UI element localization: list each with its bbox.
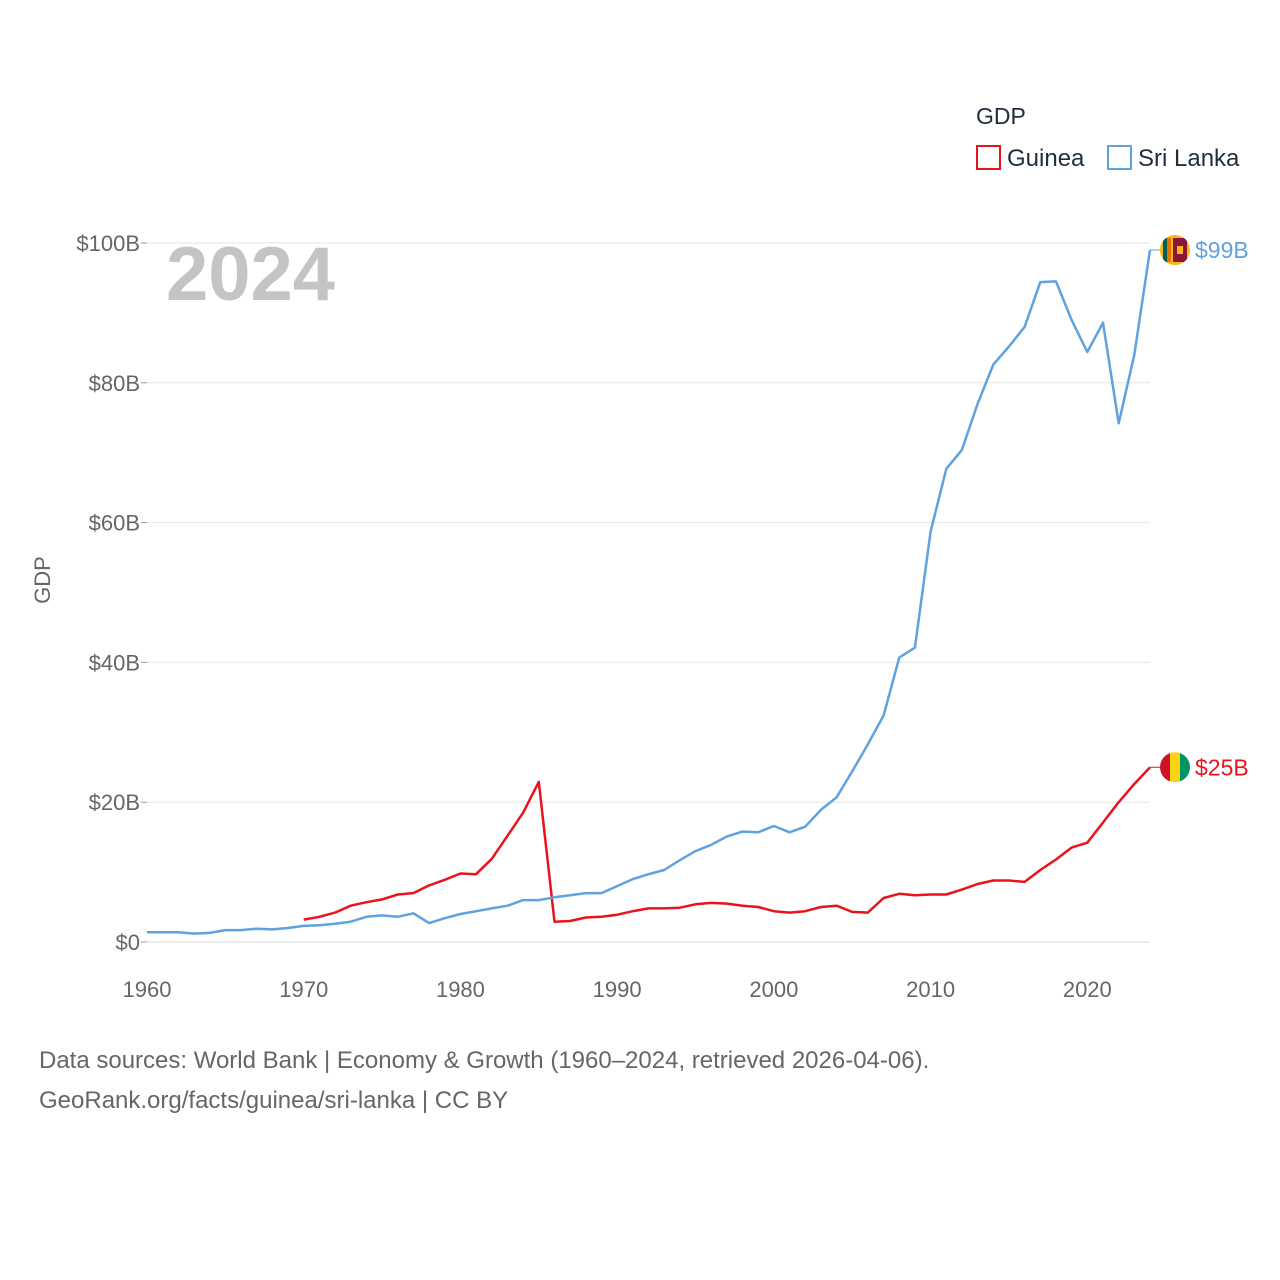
- y-axis-title: GDP: [30, 556, 55, 604]
- end-label-guinea: $25B: [1195, 754, 1249, 780]
- series-line-guinea[interactable]: [303, 766, 1151, 923]
- y-tick-label: $40B: [89, 650, 140, 675]
- grid-lines: [147, 242, 1150, 943]
- legend-label-sri-lanka[interactable]: Sri Lanka: [1138, 145, 1240, 172]
- end-label-sri-lanka: $99B: [1195, 237, 1249, 263]
- y-axis: $0 $20B $40B $60B $80B $100B: [76, 231, 147, 955]
- year-label: 2024: [166, 232, 335, 317]
- legend-label-guinea[interactable]: Guinea: [1007, 145, 1085, 172]
- footer-sources: Data sources: World Bank | Economy & Gro…: [39, 1047, 930, 1074]
- y-tick-label: $20B: [89, 790, 140, 815]
- guinea-flag-icon: [1160, 752, 1190, 783]
- sri-lanka-flag-icon: [1160, 234, 1190, 265]
- legend-title: GDP: [976, 103, 1026, 129]
- gdp-line-chart: $0 $20B $40B $60B $80B $100B 1960 1970 1980 1990…: [30, 103, 1249, 1002]
- y-tick-label: $100B: [76, 231, 140, 256]
- footer: Data sources: World Bank | Economy & Gro…: [39, 1041, 929, 1121]
- legend[interactable]: GDP Guinea Sri Lanka: [976, 103, 1240, 172]
- x-tick-label: 1970: [279, 977, 328, 1002]
- x-tick-label: 1980: [436, 977, 485, 1002]
- y-tick-label: $60B: [89, 511, 140, 536]
- x-tick-label: 2000: [749, 977, 798, 1002]
- x-tick-label: 1990: [593, 977, 642, 1002]
- series-line-sri-lanka[interactable]: [147, 249, 1152, 935]
- x-tick-label: 1960: [123, 977, 172, 1002]
- y-tick-label: $0: [116, 930, 140, 955]
- y-tick-label: $80B: [89, 371, 140, 396]
- x-axis: 1960 1970 1980 1990 2000 2010 2020: [123, 941, 1150, 1002]
- legend-swatch-guinea[interactable]: [976, 145, 1001, 170]
- footer-credit: GeoRank.org/facts/guinea/sri-lanka | CC …: [39, 1087, 509, 1114]
- x-tick-label: 2010: [906, 977, 955, 1002]
- series-lines: [147, 249, 1152, 935]
- end-labels: $25B $99B: [1150, 234, 1249, 783]
- legend-swatch-sri-lanka[interactable]: [1107, 145, 1132, 170]
- x-tick-label: 2020: [1063, 977, 1112, 1002]
